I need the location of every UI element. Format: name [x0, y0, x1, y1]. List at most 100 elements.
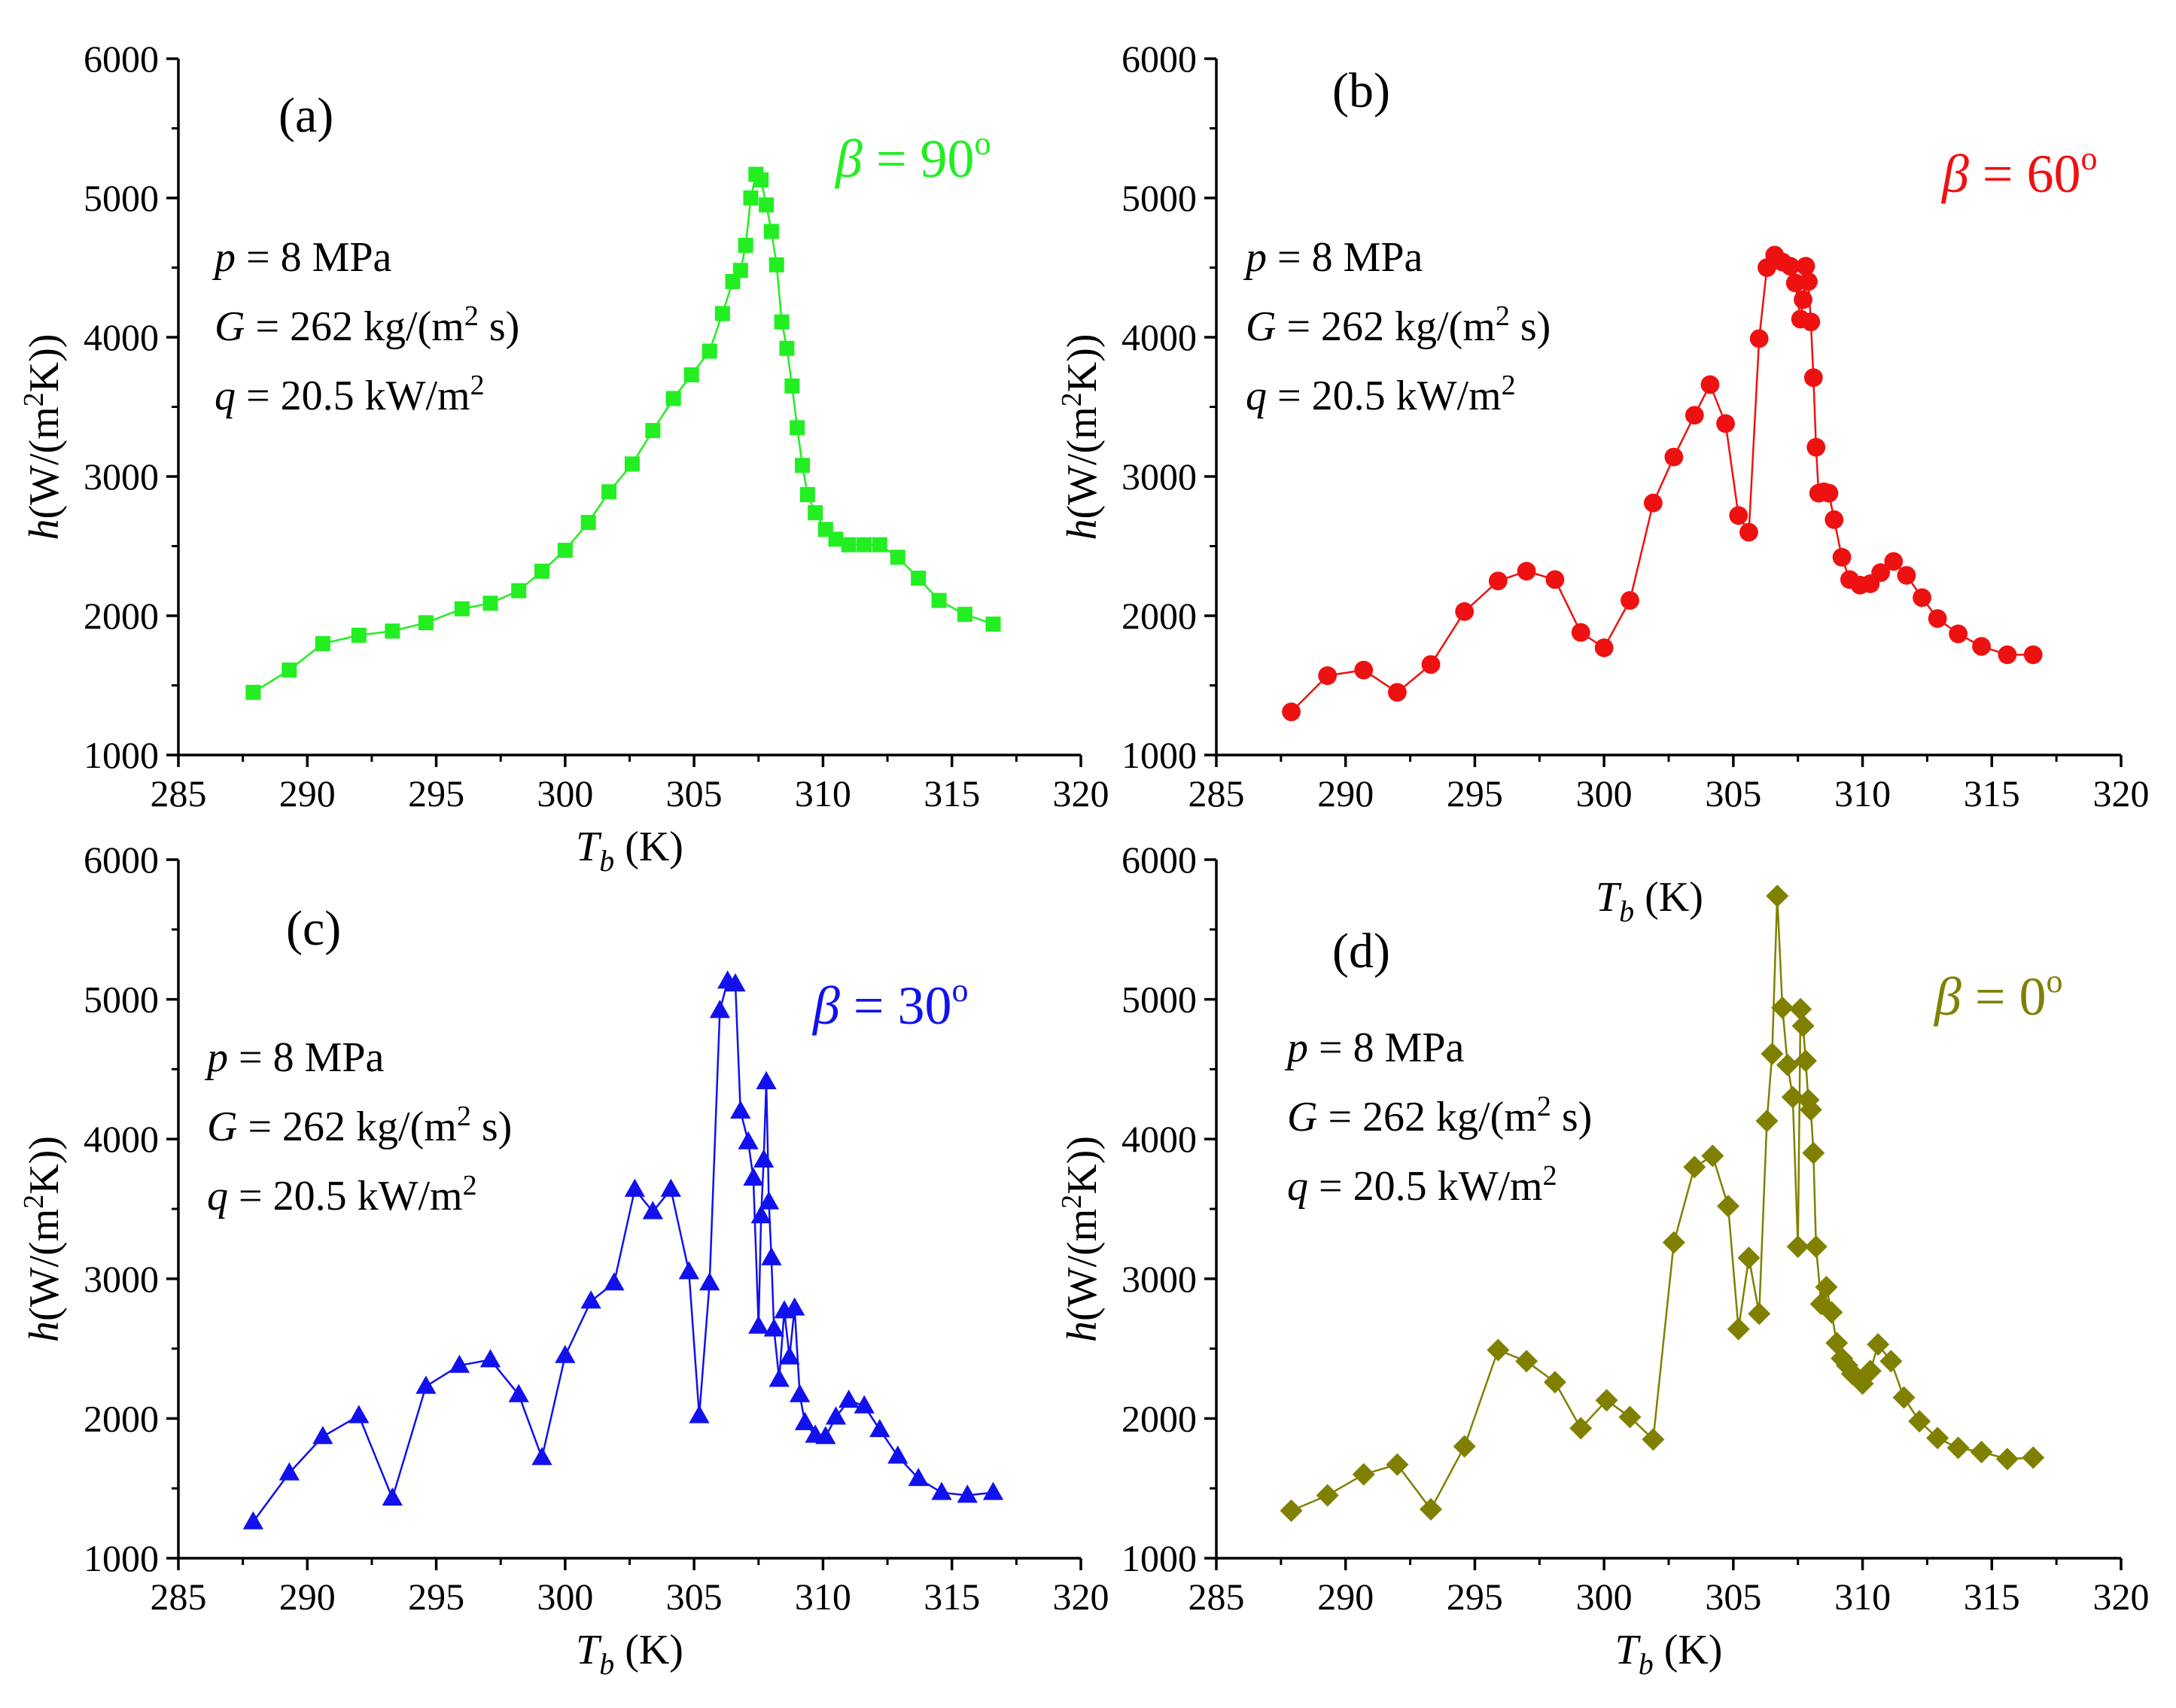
data-point — [601, 484, 617, 500]
x-tick-label: 300 — [537, 1576, 593, 1618]
y-axis-label: h(W/(m2K)) — [1056, 1136, 1106, 1342]
data-point — [1618, 1405, 1642, 1429]
x-tick-label: 300 — [1576, 772, 1633, 814]
data-point — [642, 1201, 663, 1219]
y-tick-label: 2000 — [1121, 595, 1197, 637]
data-point — [278, 1462, 300, 1481]
data-point — [714, 306, 730, 321]
y-tick-label: 4000 — [84, 1118, 159, 1160]
data-point — [1569, 1417, 1593, 1440]
data-point — [1884, 552, 1904, 571]
x-tick-label: 320 — [2093, 1576, 2150, 1618]
data-point — [1803, 368, 1823, 388]
data-point — [1318, 666, 1338, 685]
data-point — [1776, 1053, 1799, 1076]
x-tick-label: 315 — [1964, 772, 2020, 814]
data-point — [1799, 1098, 1822, 1122]
data-point — [1794, 1049, 1818, 1073]
data-point — [1543, 1371, 1566, 1394]
data-point — [1804, 1235, 1828, 1259]
condition-heat-flux: q = 20.5 kW/m2 — [1287, 1160, 1557, 1210]
data-point — [1595, 1389, 1618, 1412]
data-point — [624, 456, 640, 472]
data-point — [763, 1318, 784, 1337]
panel-label: (a) — [278, 88, 333, 143]
y-tick-label: 2000 — [84, 595, 159, 637]
x-tick-label: 315 — [1964, 1576, 2020, 1618]
data-point — [725, 973, 746, 992]
data-point — [768, 1369, 790, 1387]
data-point — [1748, 1302, 1771, 1326]
x-tick-label: 290 — [1317, 772, 1374, 814]
data-point — [1571, 623, 1590, 642]
y-tick-label: 4000 — [1121, 316, 1197, 358]
x-tick-label: 295 — [1447, 772, 1503, 814]
data-point — [1517, 562, 1536, 581]
data-point — [1386, 1453, 1409, 1476]
data-point — [1642, 1428, 1665, 1451]
data-point — [743, 1167, 764, 1186]
data-point — [1786, 1235, 1809, 1259]
beta-label: β = 0o — [1933, 963, 2062, 1027]
data-point — [678, 1261, 699, 1280]
data-point — [580, 1290, 601, 1309]
data-point — [1727, 1317, 1750, 1341]
data-point — [1664, 447, 1684, 467]
x-tick-label: 290 — [279, 1576, 336, 1618]
data-point — [1871, 563, 1891, 583]
data-point — [908, 1467, 929, 1487]
x-tick-label: 315 — [924, 1576, 980, 1618]
data-point — [758, 1191, 780, 1210]
x-tick-label: 295 — [1447, 1576, 1503, 1618]
condition-heat-flux: q = 20.5 kW/m2 — [215, 370, 485, 419]
data-point — [1684, 406, 1704, 425]
data-point — [1908, 1410, 1931, 1433]
data-point — [1488, 571, 1508, 591]
y-tick-label: 6000 — [1121, 38, 1197, 80]
data-point — [869, 1418, 890, 1438]
y-tick-label: 1000 — [1121, 734, 1197, 776]
data-point — [825, 1406, 847, 1425]
data-point — [774, 314, 790, 330]
data-point — [1594, 638, 1614, 657]
data-point — [701, 343, 717, 359]
data-point — [1815, 1275, 1838, 1299]
data-point — [418, 615, 434, 631]
data-point — [1998, 645, 2017, 665]
y-tick-label: 3000 — [84, 455, 159, 498]
condition-pressure: p = 8 MPa — [204, 1034, 385, 1081]
data-point — [931, 592, 947, 608]
data-point — [761, 1247, 782, 1265]
x-tick-label: 295 — [408, 1576, 464, 1618]
data-point — [1716, 414, 1735, 434]
data-point — [784, 378, 800, 394]
x-tick-label: 300 — [537, 772, 593, 814]
data-point — [1453, 1435, 1476, 1458]
data-point — [1739, 522, 1758, 542]
data-point — [1420, 1498, 1443, 1521]
data-point — [580, 515, 596, 531]
data-point — [709, 1000, 731, 1018]
data-point — [1280, 1499, 1303, 1522]
data-point — [759, 197, 775, 213]
panel-label: (d) — [1332, 924, 1390, 979]
data-point — [1897, 565, 1916, 585]
data-point — [872, 537, 887, 553]
y-tick-label: 2000 — [1121, 1397, 1197, 1439]
y-tick-label: 6000 — [84, 839, 159, 881]
y-tick-label: 6000 — [84, 38, 159, 80]
y-tick-label: 5000 — [84, 177, 159, 219]
data-point — [699, 1272, 720, 1291]
x-tick-label: 285 — [1188, 1576, 1245, 1618]
data-point — [534, 563, 550, 579]
x-tick-label: 305 — [666, 772, 723, 814]
data-point — [382, 1487, 403, 1506]
x-tick-label: 320 — [1053, 1576, 1109, 1618]
data-point — [312, 1426, 333, 1445]
y-tick-label: 5000 — [1121, 177, 1197, 219]
data-point — [857, 537, 872, 553]
x-tick-label: 300 — [1576, 1576, 1633, 1618]
data-point — [1766, 884, 1789, 908]
data-point — [1352, 1463, 1375, 1486]
data-point — [511, 583, 527, 598]
